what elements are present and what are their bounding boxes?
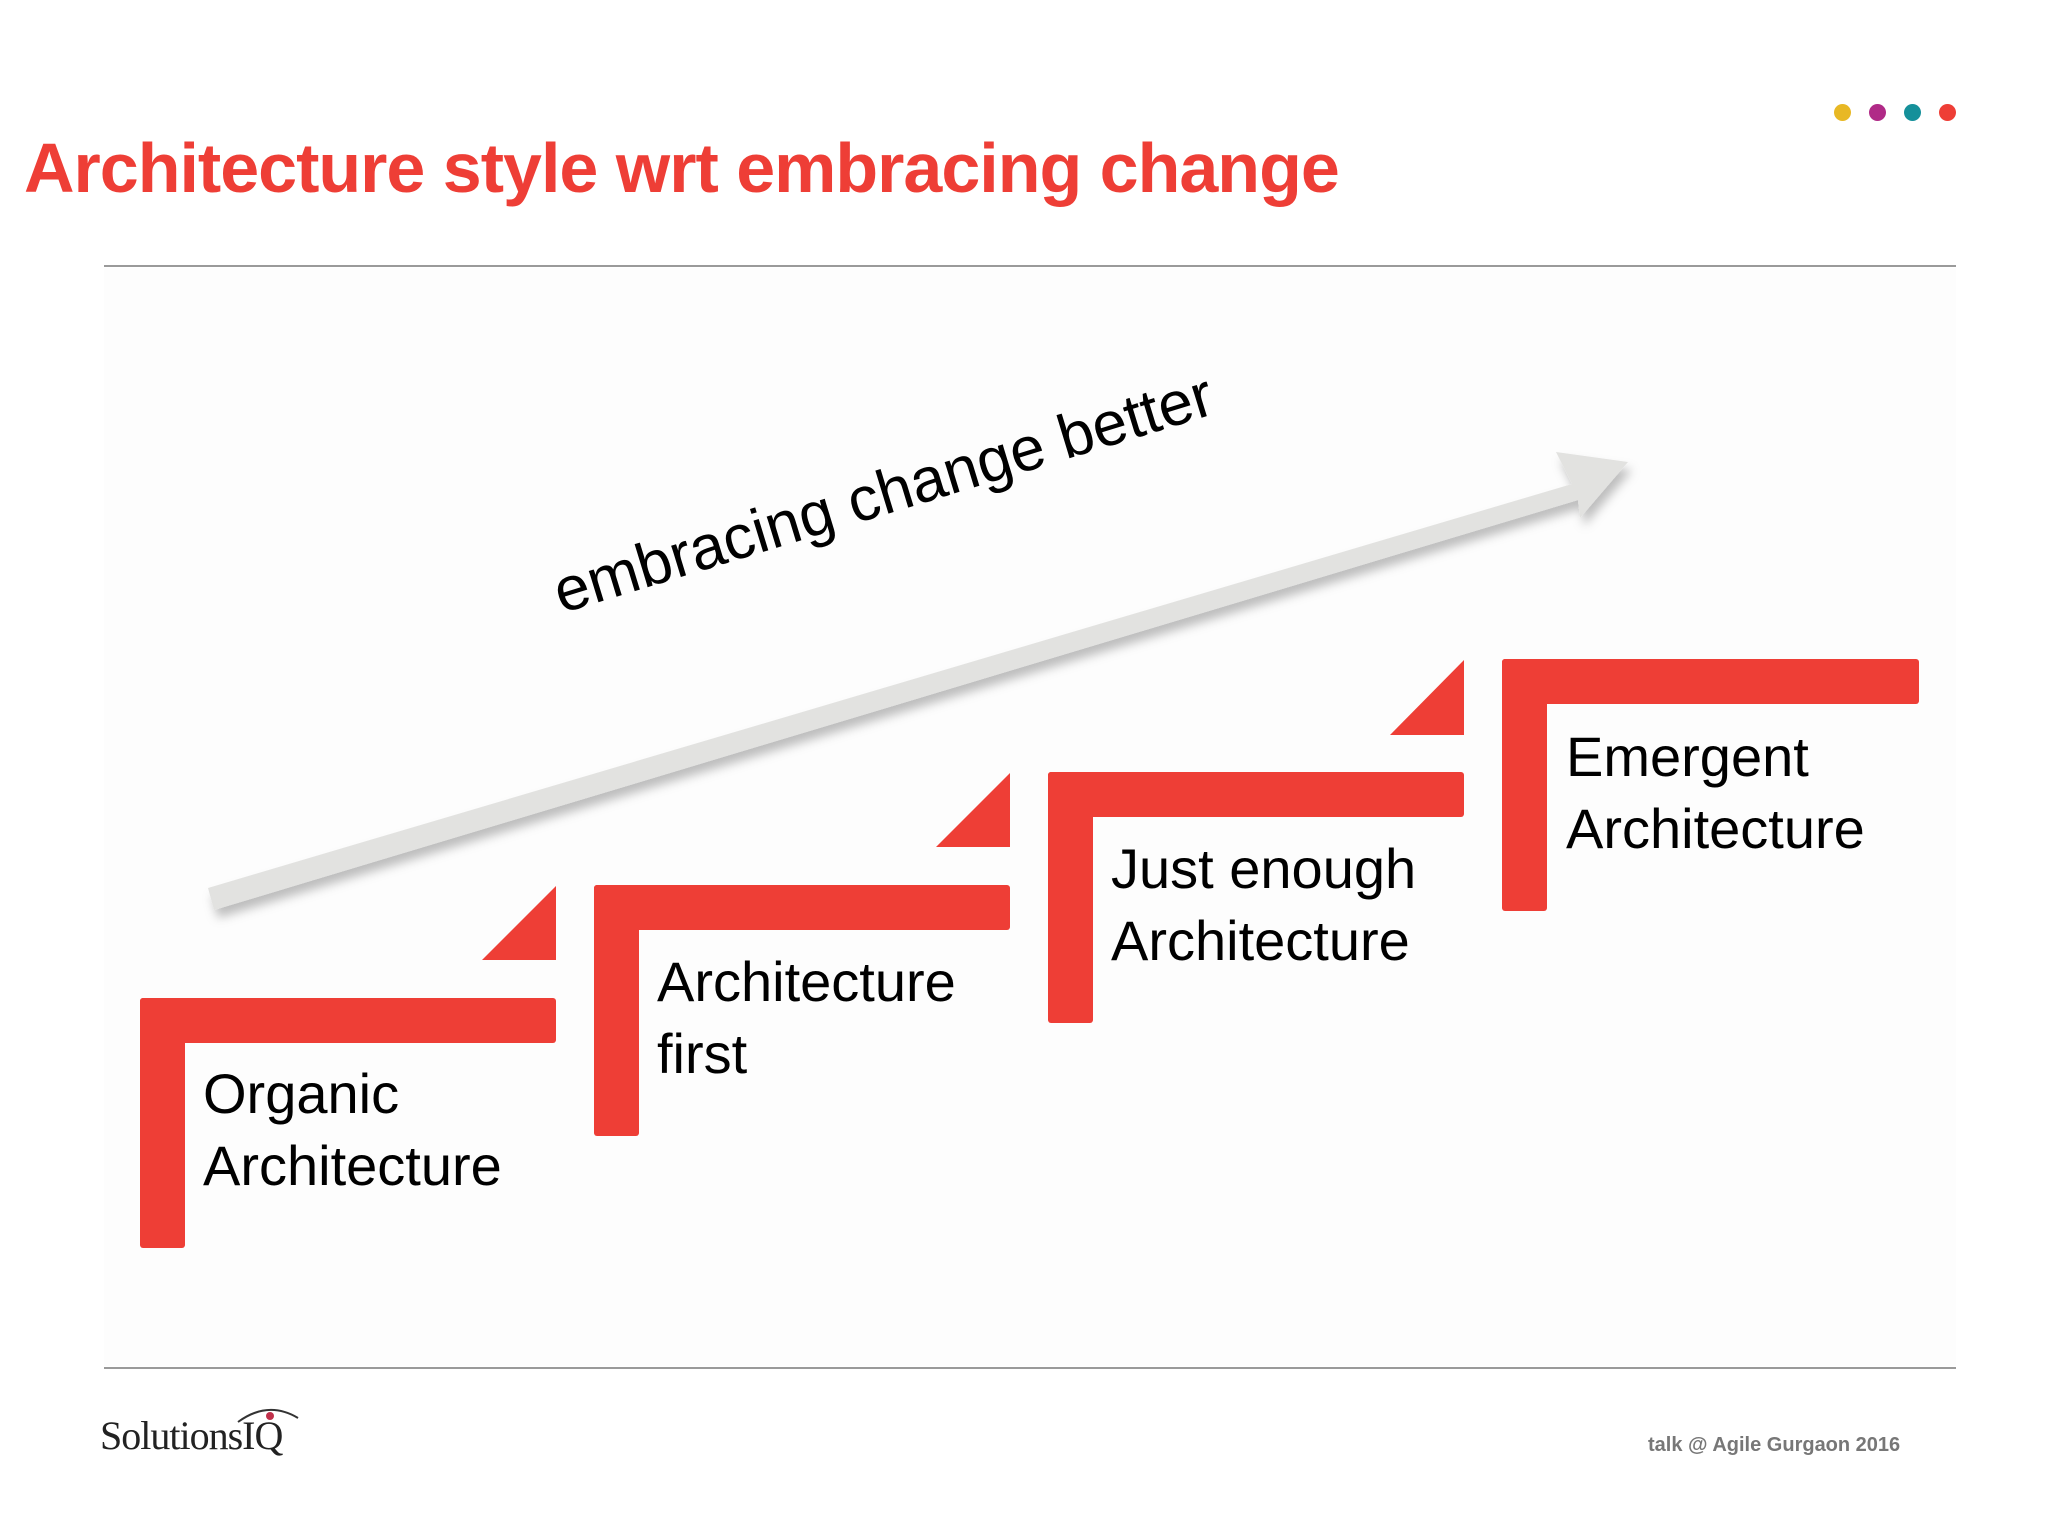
- step-2-shape: [594, 773, 1010, 1136]
- slide-title: Architecture style wrt embracing change: [24, 129, 1340, 207]
- logo-arc-icon: [237, 1408, 299, 1423]
- step-4-shape: [1502, 659, 1919, 911]
- step-3-shape: [1048, 660, 1464, 1023]
- step-3-label: Just enough Architecture: [1111, 837, 1417, 972]
- red-dot-icon: [1939, 104, 1956, 121]
- decor-dots: [1834, 104, 1956, 121]
- yellow-dot-icon: [1834, 104, 1851, 121]
- footer-caption: talk @ Agile Gurgaon 2016: [1648, 1434, 1901, 1456]
- slide-content-area: [104, 268, 1956, 1366]
- step-4-label: Emergent Architecture: [1566, 725, 1865, 860]
- top-divider: [104, 265, 1956, 267]
- magenta-dot-icon: [1869, 104, 1886, 121]
- step-1-label: Organic Architecture: [203, 1062, 502, 1197]
- solutionsiq-logo: SolutionsIQ: [100, 1413, 283, 1458]
- step-2-label: Architecture first: [657, 950, 956, 1085]
- teal-dot-icon: [1904, 104, 1921, 121]
- step-1-shape: [140, 886, 556, 1248]
- bottom-divider: [104, 1367, 1956, 1369]
- progress-arrow-icon: [208, 452, 1628, 910]
